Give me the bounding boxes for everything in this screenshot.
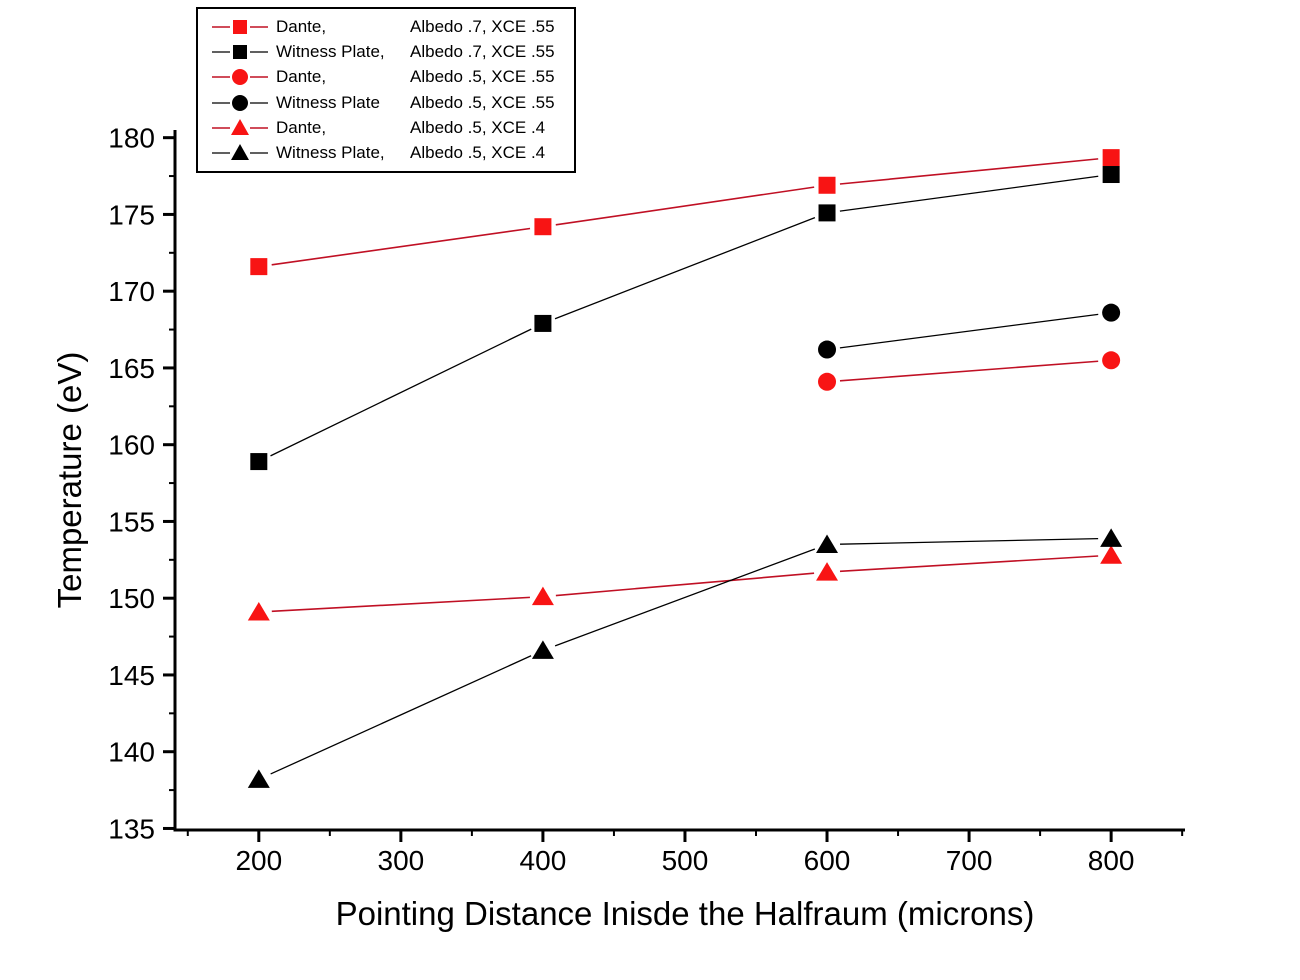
legend: Dante, Albedo .7, XCE .55 Witness Plate,… (196, 7, 576, 173)
y-tick-label: 170 (108, 276, 155, 307)
y-tick-label: 135 (108, 813, 155, 844)
legend-marker-square (233, 19, 247, 34)
x-tick-label: 800 (1088, 845, 1135, 876)
legend-entry: Witness Plate Albedo .5, XCE .55 (212, 90, 574, 115)
series-4-markers (247, 545, 1123, 621)
legend-series-name: Witness Plate, (276, 143, 385, 163)
legend-entry: Dante, Albedo .5, XCE .4 (212, 116, 574, 141)
legend-marker-circle (232, 69, 248, 86)
marker-triangle (247, 769, 270, 788)
legend-key-black-circle-icon (212, 94, 268, 111)
x-tick-label: 300 (378, 845, 425, 876)
y-tick-label: 160 (108, 430, 155, 461)
legend-key-black-square-icon (212, 44, 268, 59)
legend-series-name: Dante, (276, 118, 327, 138)
series-5-markers (247, 528, 1123, 788)
y-tick-label: 180 (108, 123, 155, 154)
legend-series-name: Witness Plate (276, 92, 380, 112)
series-0-segment (555, 186, 815, 226)
series-4-segment (839, 555, 1099, 573)
legend-series-spec: Albedo .7, XCE .55 (410, 41, 555, 61)
legend-marker-circle (232, 94, 248, 111)
marker-circle (818, 340, 837, 359)
series-1-segment (839, 175, 1099, 212)
x-tick-label: 600 (804, 845, 851, 876)
marker-triangle (531, 640, 554, 659)
marker-square (534, 314, 552, 332)
x-tick-label: 400 (520, 845, 567, 876)
series-2-segment (839, 360, 1099, 382)
marker-square (818, 204, 836, 222)
tick-marks (163, 136, 1184, 842)
legend-series-name: Dante, (276, 67, 327, 87)
legend-key-red-circle-icon (212, 69, 268, 86)
legend-series-spec: Albedo .5, XCE .55 (410, 92, 555, 112)
tick-labels: 200 300 400 500 600 700 800 135 140 145 150 155 160 1… (108, 123, 1134, 876)
series-1-segment (554, 217, 816, 320)
series-2-markers (818, 351, 1121, 391)
axes (173, 130, 1185, 832)
legend-series-spec: Albedo .5, XCE .4 (410, 143, 546, 163)
series-1-markers (250, 166, 1120, 471)
legend-series-name: Witness Plate, (276, 41, 385, 61)
marker-triangle (816, 534, 839, 553)
legend-key-black-triangle-icon (212, 144, 268, 161)
y-tick-label: 155 (108, 506, 155, 537)
legend-key-red-triangle-icon (212, 119, 268, 136)
legend-series-spec: Albedo .5, XCE .55 (410, 67, 555, 87)
marker-triangle (247, 602, 270, 621)
series-5-segment (270, 655, 532, 775)
y-tick-label: 175 (108, 199, 155, 230)
series-lines (270, 158, 1099, 775)
series-3-markers (818, 303, 1121, 359)
legend-key-red-square-icon (212, 19, 268, 34)
marker-triangle (531, 586, 554, 606)
series-5-segment (840, 537, 1099, 545)
x-axis-title: Pointing Distance Inisde the Halfraum (m… (335, 895, 1035, 932)
legend-marker-triangle (231, 144, 249, 161)
y-tick-label: 165 (108, 353, 155, 384)
legend-entry: Witness Plate, Albedo .5, XCE .4 (212, 141, 574, 166)
y-axis-title: Temperature (eV) (51, 351, 88, 609)
marker-triangle (1100, 528, 1123, 547)
y-tick-label: 140 (108, 737, 155, 768)
legend-marker-triangle (231, 119, 249, 136)
marker-square (1102, 149, 1120, 167)
y-tick-label: 145 (108, 660, 155, 691)
series-0-segment (271, 227, 531, 266)
legend-entry: Dante, Albedo .7, XCE .55 (212, 14, 574, 39)
x-tick-label: 200 (235, 845, 282, 876)
legend-series-spec: Albedo .7, XCE .55 (410, 16, 555, 36)
marker-square (1102, 166, 1120, 184)
x-tick-label: 700 (946, 845, 993, 876)
series-1-segment (270, 328, 532, 457)
marker-square (250, 453, 268, 471)
legend-series-name: Dante, (276, 16, 327, 36)
marker-triangle (816, 562, 839, 581)
series-5-segment (554, 548, 816, 647)
legend-marker-square (233, 44, 247, 59)
series-markers (247, 149, 1123, 788)
marker-circle (1102, 303, 1121, 322)
legend-entry: Witness Plate, Albedo .7, XCE .55 (212, 39, 574, 64)
marker-circle (1102, 351, 1121, 370)
x-tick-label: 500 (662, 845, 709, 876)
series-0-segment (839, 158, 1099, 185)
marker-triangle (1100, 545, 1123, 564)
marker-square (534, 218, 552, 236)
series-0-markers (250, 149, 1120, 276)
series-4-segment (271, 596, 530, 613)
series-4-segment (555, 572, 815, 597)
marker-circle (818, 372, 837, 391)
legend-entry: Dante, Albedo .5, XCE .55 (212, 65, 574, 90)
y-tick-label: 150 (108, 583, 155, 614)
legend-series-spec: Albedo .5, XCE .4 (410, 118, 546, 138)
marker-square (818, 176, 836, 194)
series-3-segment (839, 313, 1099, 349)
marker-square (250, 258, 268, 276)
